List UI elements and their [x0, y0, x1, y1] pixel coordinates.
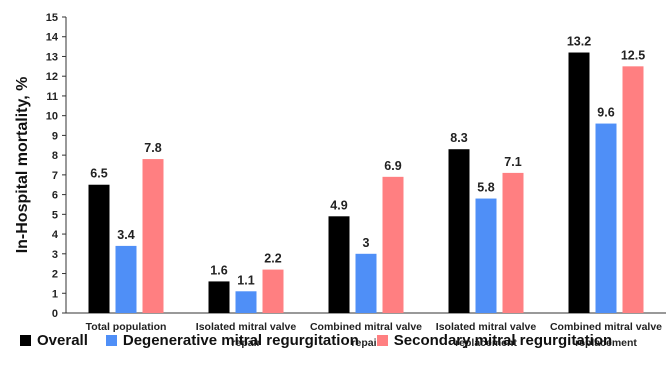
data-label: 6.9	[384, 159, 401, 173]
data-label: 9.6	[597, 106, 614, 120]
data-label: 3.4	[117, 228, 134, 242]
x-category-label: Combined mitral valve replacement	[550, 321, 662, 349]
x-category-label: Isolated mitral valve replacement	[436, 321, 537, 349]
x-category-label-line: Isolated mitral valve	[196, 321, 297, 333]
legend: Overall Degenerative mitral regurgitation…	[20, 332, 630, 349]
y-tick-label: 10	[46, 111, 58, 123]
legend-item: Degenerative mitral regurgitation	[105, 332, 359, 349]
y-tick-label: 14	[46, 32, 59, 44]
bar	[262, 269, 284, 313]
legend-item: Overall	[20, 332, 88, 349]
bars	[88, 52, 644, 314]
data-label: 13.2	[567, 35, 591, 49]
x-category-label-line: Combined mitral valve	[550, 321, 662, 333]
y-tick-label: 1	[52, 288, 58, 300]
x-category-label: Combined mitral valve repair	[310, 321, 422, 349]
legend-item: Secondary mitral regurgitation	[376, 332, 613, 349]
x-category-label-line: Combined mitral valve	[310, 321, 422, 333]
y-tick-label: 9	[52, 130, 58, 142]
data-label: 2.2	[264, 252, 281, 266]
bar	[502, 172, 524, 313]
y-tick-label: 4	[52, 229, 59, 241]
bar	[328, 216, 350, 313]
bar	[622, 66, 644, 313]
legend-label: Overall	[37, 332, 88, 349]
bar	[448, 149, 470, 313]
legend-label: Secondary mitral regurgitation	[393, 332, 613, 349]
data-label: 12.5	[621, 48, 645, 62]
y-tick-label: 11	[46, 91, 58, 103]
y-tick-label: 13	[46, 51, 58, 63]
data-label: 1.6	[210, 263, 227, 277]
x-category-label: Total population	[86, 321, 167, 333]
data-label: 6.5	[90, 167, 107, 181]
data-label: 4.9	[330, 198, 347, 212]
bar	[142, 159, 164, 313]
bar	[88, 184, 110, 313]
y-tick-label: 3	[52, 249, 58, 261]
x-category-label-line: replacement	[455, 337, 517, 349]
x-category-label-line: repair	[351, 337, 380, 349]
bar	[595, 123, 617, 313]
x-category-label: Isolated mitral valve repair	[196, 321, 297, 349]
bar	[382, 176, 404, 313]
data-label: 5.8	[477, 181, 494, 195]
y-axis-title: In-Hospital mortality, %	[14, 77, 31, 254]
data-label: 7.8	[144, 141, 161, 155]
y-tick-label: 2	[52, 269, 58, 281]
x-category-label-line: repair	[231, 337, 260, 349]
bar	[475, 198, 497, 313]
bar	[115, 245, 137, 313]
data-label: 7.1	[504, 155, 521, 169]
bar	[208, 281, 230, 313]
y-tick-label: 5	[52, 209, 58, 221]
y-tick-label: 12	[46, 71, 58, 83]
data-label: 8.3	[450, 131, 467, 145]
y-tick-label: 8	[52, 150, 58, 162]
y-tick-label: 0	[52, 308, 58, 320]
bar	[235, 291, 257, 313]
legend-swatch	[105, 335, 117, 346]
bar	[568, 52, 590, 314]
data-labels: 6.5 3.4 7.8 1.6 1.1 2.2 4.9 3 6.9 8.3 5.8 7.1 13.2 9.…	[90, 35, 645, 288]
legend-swatch	[376, 335, 388, 346]
x-axis-categories: Total population Isolated mitral valve rep…	[86, 321, 663, 349]
legend-swatch	[20, 335, 31, 346]
y-tick-label: 15	[46, 12, 58, 24]
y-tick-label: 6	[52, 190, 58, 202]
x-category-label-line: Isolated mitral valve	[436, 321, 537, 333]
data-label: 1.1	[237, 273, 254, 287]
x-category-label-line: Total population	[86, 321, 167, 333]
legend-label: Degenerative mitral regurgitation	[122, 332, 359, 349]
bar	[355, 253, 377, 313]
x-category-label-line: replacement	[575, 337, 637, 349]
y-tick-label: 7	[52, 170, 58, 182]
data-label: 3	[363, 236, 370, 250]
